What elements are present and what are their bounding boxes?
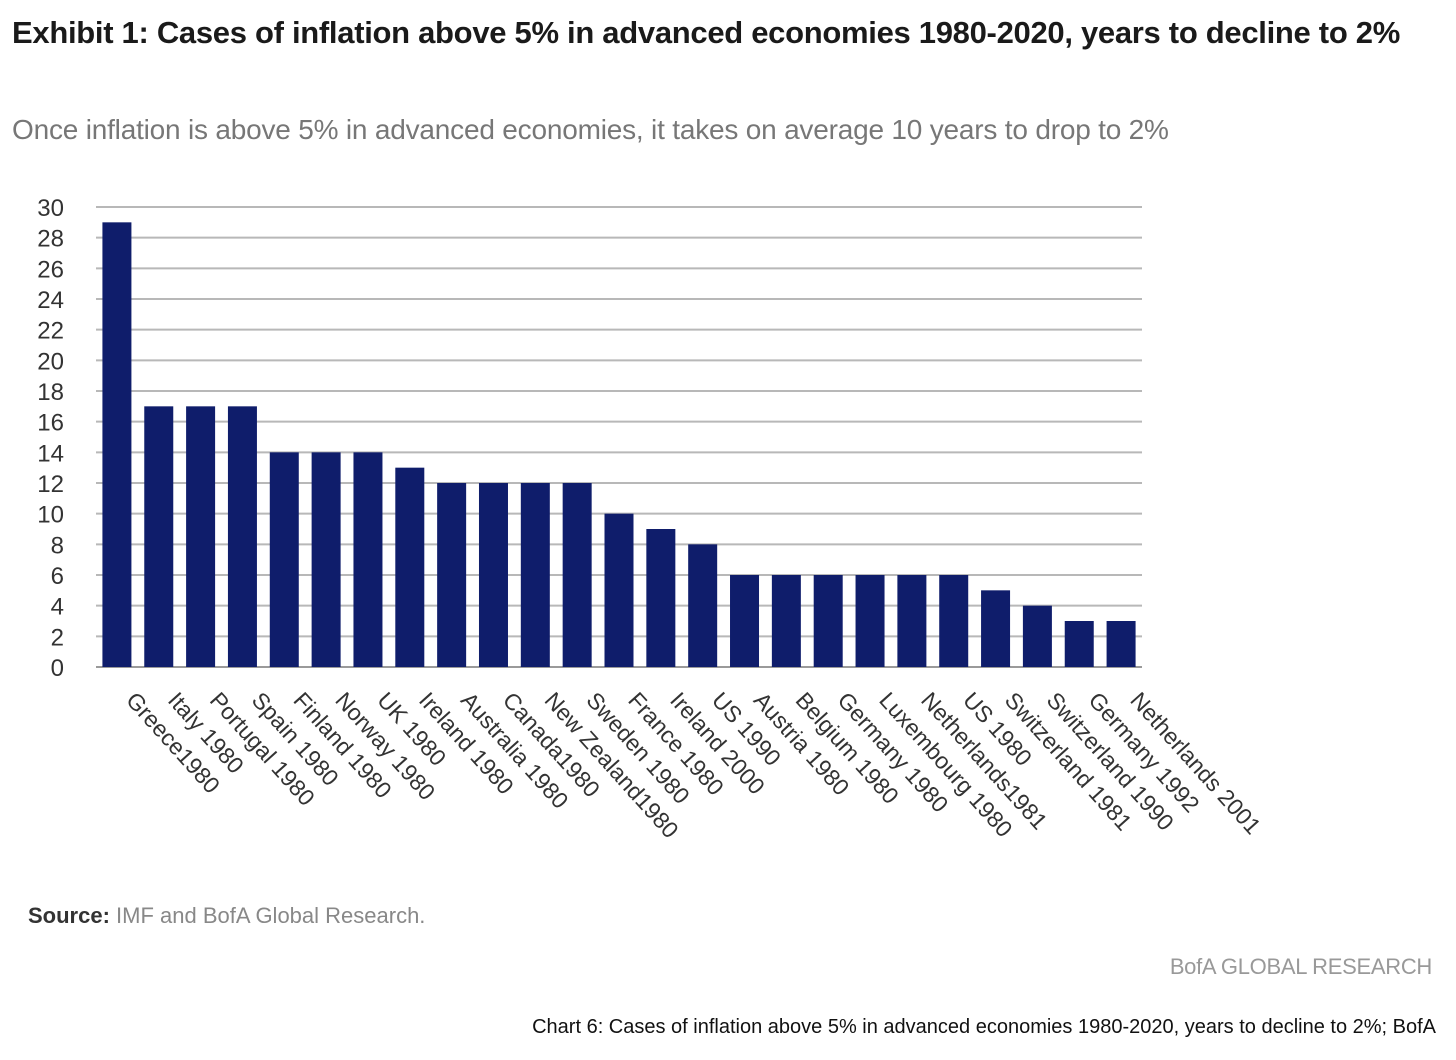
bar (1106, 621, 1136, 667)
y-tick-label: 18 (37, 379, 64, 406)
bar (646, 529, 676, 667)
bar (102, 222, 132, 668)
source-label: Source: (28, 903, 110, 928)
bar (855, 575, 885, 667)
bar (771, 575, 801, 667)
bar (353, 452, 383, 667)
bar (144, 406, 174, 667)
bar (437, 483, 467, 667)
y-tick-label: 28 (37, 226, 64, 253)
y-tick-label: 30 (37, 195, 64, 222)
bar (227, 406, 257, 667)
bar (897, 575, 927, 667)
bar (562, 483, 592, 667)
bar (981, 590, 1011, 667)
y-tick-label: 6 (51, 563, 64, 590)
bar (730, 575, 760, 667)
y-tick-label: 20 (37, 348, 64, 375)
bar (688, 544, 718, 667)
source-text: IMF and BofA Global Research. (116, 903, 426, 928)
bar (1022, 605, 1052, 667)
chart-subtitle: Once inflation is above 5% in advanced e… (12, 114, 1169, 145)
y-tick-label: 14 (37, 440, 64, 467)
source-note: Source: IMF and BofA Global Research. (28, 903, 425, 929)
y-tick-label: 2 (51, 624, 64, 651)
bar (1064, 621, 1094, 667)
bars (102, 222, 1136, 668)
y-tick-label: 8 (51, 532, 64, 559)
y-tick-label: 10 (37, 502, 64, 529)
y-tick-label: 4 (51, 594, 64, 621)
chart-caption: Chart 6: Cases of inflation above 5% in … (532, 1016, 1436, 1038)
bar (813, 575, 843, 667)
bar (395, 467, 425, 667)
y-tick-label: 22 (37, 318, 64, 345)
y-tick-label: 24 (37, 287, 64, 314)
brand-label: BofA GLOBAL RESEARCH (1169, 954, 1432, 979)
bar (939, 575, 969, 667)
bar (311, 452, 341, 667)
bar (604, 513, 634, 667)
y-tick-label: 16 (37, 410, 64, 437)
bar (186, 406, 216, 667)
y-tick-label: 0 (51, 655, 64, 682)
y-tick-label: 26 (37, 256, 64, 283)
bar (520, 483, 550, 667)
y-tick-label: 12 (37, 471, 64, 498)
bar (478, 483, 508, 667)
bar (269, 452, 299, 667)
chart-title: Exhibit 1: Cases of inflation above 5% i… (12, 15, 1400, 50)
